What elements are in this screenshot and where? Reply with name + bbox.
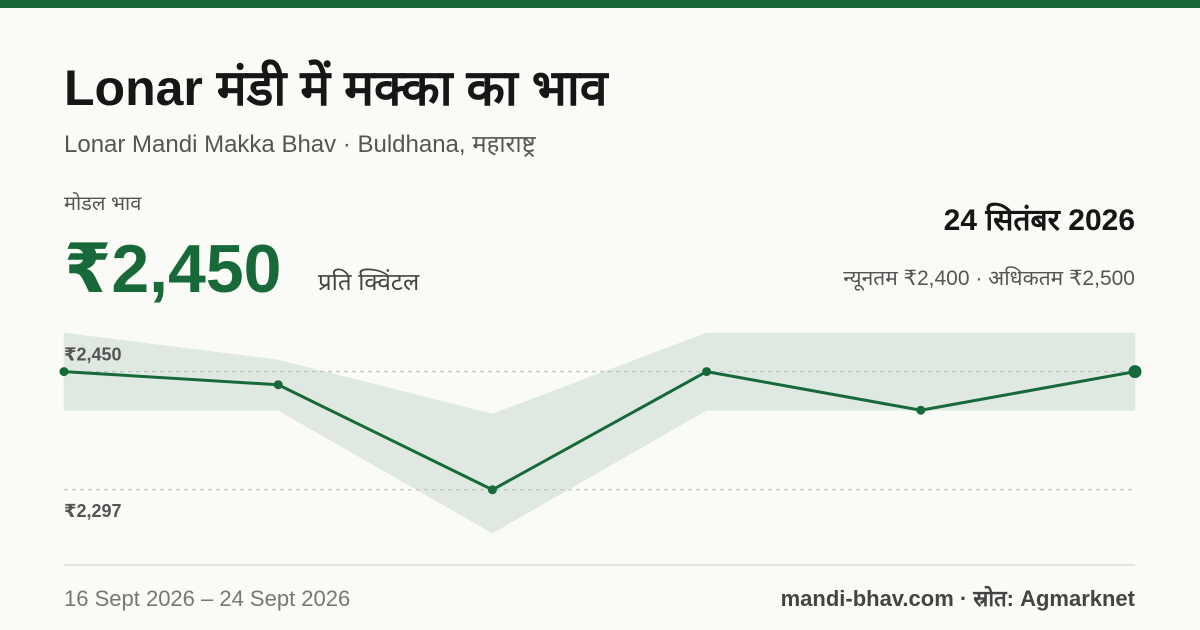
subtitle: Lonar Mandi Makka Bhav · Buldhana, महारा… (64, 131, 537, 158)
range-band (492, 332, 707, 534)
price: ₹2,450 (64, 231, 281, 307)
range-text: न्यूनतम ₹2,400 · अधिकतम ₹2,500 (843, 266, 1135, 291)
price-unit: प्रति क्विंटल (318, 268, 420, 296)
price-caption: मोडल भाव (64, 192, 142, 215)
date: 24 सितंबर 2026 (944, 202, 1135, 237)
plot: ₹2,450 ₹2,297 (59, 332, 1142, 534)
range-band (277, 359, 493, 534)
point (487, 485, 497, 495)
title: Lonar मंडी में मक्का का भाव (64, 59, 610, 116)
point (1128, 365, 1142, 379)
y-tick-label: ₹2,297 (64, 501, 122, 521)
point (273, 380, 283, 390)
point (702, 367, 712, 377)
y-tick-label: ₹2,450 (64, 345, 122, 365)
point (916, 405, 926, 415)
top-bar (0, 0, 1200, 8)
point (59, 367, 69, 377)
period: 16 Sept 2026 – 24 Sept 2026 (64, 586, 350, 611)
source: mandi-bhav.com · स्रोत: Agmarknet (781, 585, 1136, 611)
price-line (63, 370, 1136, 492)
